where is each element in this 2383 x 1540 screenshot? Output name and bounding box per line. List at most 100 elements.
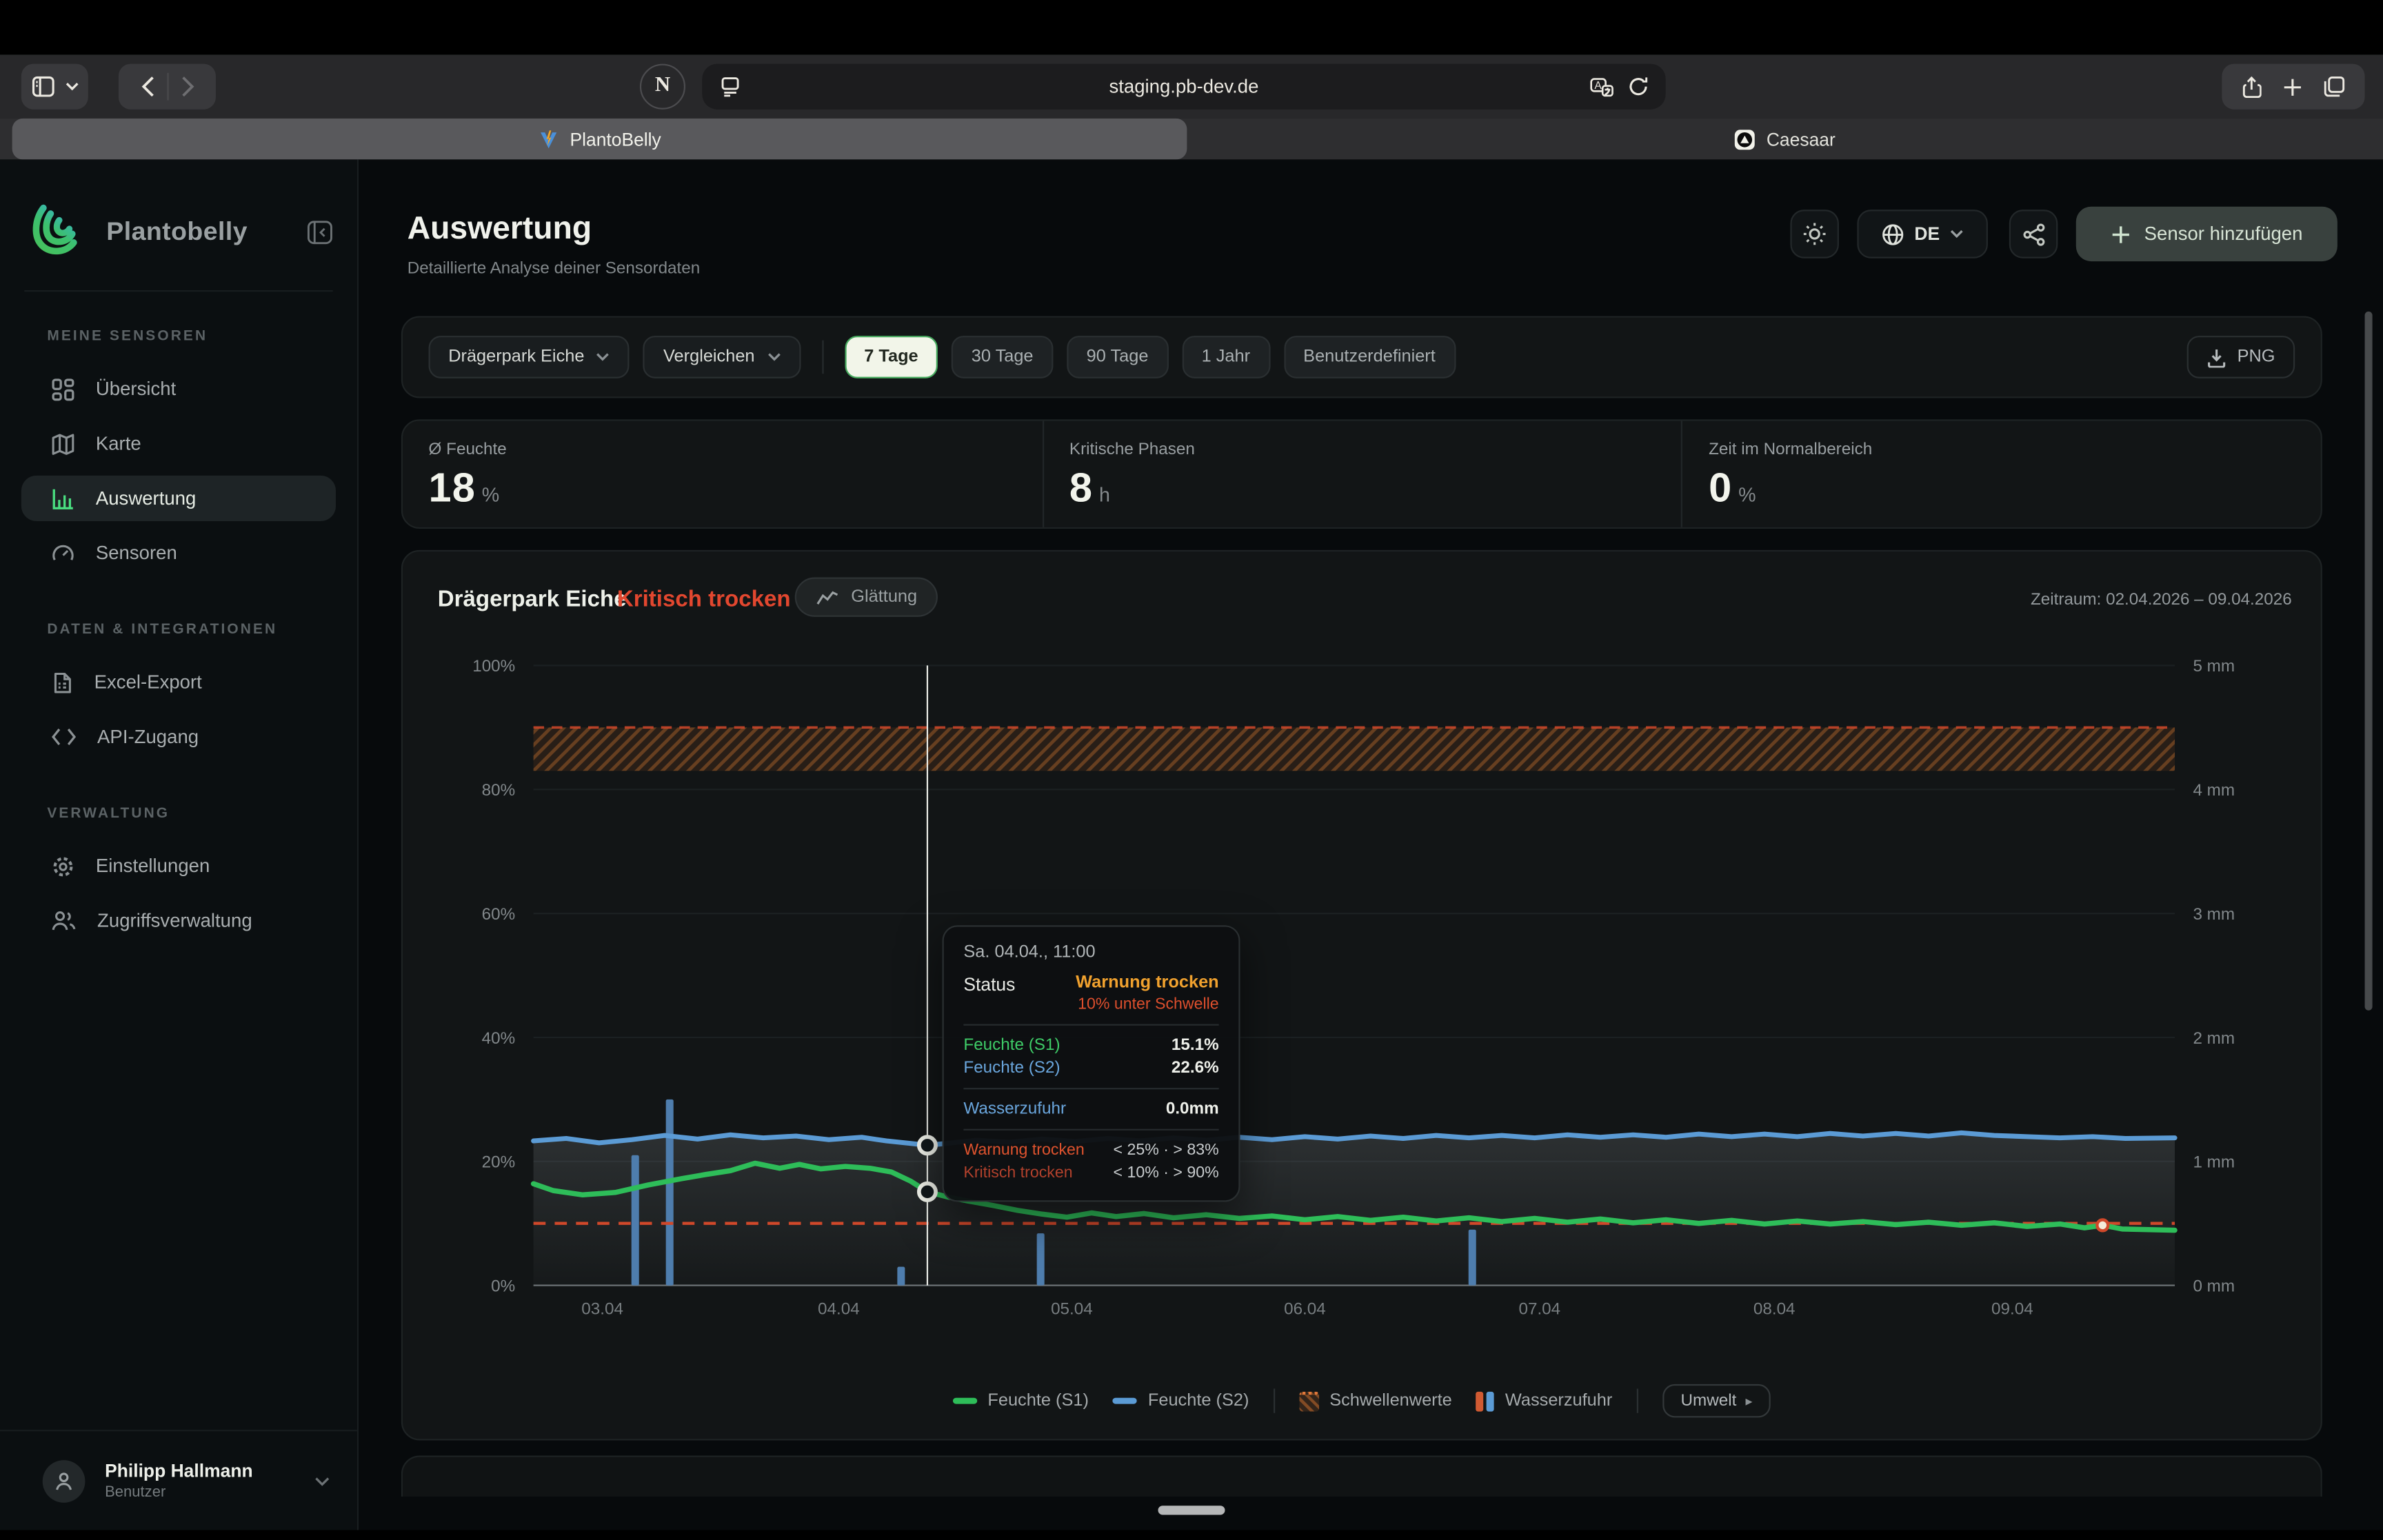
tooltip-status-value: Warnung trocken [1076,974,1218,992]
sidebar-item-sensoren[interactable]: Sensoren [21,530,336,576]
browser-toolbar: N staging.pb-dev.de A [0,54,2383,119]
sidebar-item-einstellungen[interactable]: Einstellungen [21,843,336,889]
sidebar-item-label: Übersicht [96,378,176,400]
users-icon [52,910,76,931]
page-title: Auswertung [408,211,592,247]
tab-caesaar[interactable]: Caesaar [1187,119,2383,160]
export-png-button[interactable]: PNG [2187,336,2295,378]
grid-icon [52,378,74,401]
tab-overview-icon[interactable] [2313,76,2356,97]
back-button[interactable] [128,76,166,97]
user-menu[interactable]: Philipp Hallmann Benutzer [0,1430,357,1530]
reload-icon[interactable] [1628,76,1649,97]
map-icon [52,432,74,455]
svg-text:0%: 0% [491,1277,515,1295]
range-7-tage[interactable]: 7 Tage [845,336,938,378]
chevron-down-icon [767,352,781,361]
sidebar-item-uebersicht[interactable]: Übersicht [21,366,336,412]
kpi-unit: % [1738,483,1756,506]
theme-toggle-button[interactable] [1790,210,1839,259]
kpi-normalbereich: Zeit im Normalbereich 0% [1681,421,2320,527]
translate-icon[interactable]: A [1589,77,1613,97]
tooltip-date: Sa. 04.04., 11:00 [963,944,1218,962]
language-selector[interactable]: DE [1857,210,1988,259]
divider [822,341,823,374]
sidebar-item-karte[interactable]: Karte [21,421,336,467]
svg-text:60%: 60% [482,905,516,924]
chart-status-badge: Kritisch trocken [617,587,791,612]
range-1-jahr[interactable]: 1 Jahr [1182,336,1270,378]
tab-label: Caesaar [1767,128,1836,150]
svg-text:4 mm: 4 mm [2193,781,2235,800]
chart-svg: 100%5 mm80%4 mm60%3 mm40%2 mm20%1 mm0%0 … [534,665,2175,1285]
sidebar-item-label: Einstellungen [96,855,210,877]
tooltip-s1-label: Feuchte (S1) [963,1036,1060,1054]
tooltip-crit-label: Kritisch trocken [963,1164,1072,1182]
kpi-label: Zeit im Normalbereich [1709,440,2320,458]
forward-button[interactable] [168,76,206,97]
s1-line-swatch [953,1398,977,1404]
filter-bar: Drägerpark Eiche Vergleichen 7 Tage 30 T… [401,316,2322,398]
svg-text:80%: 80% [482,781,516,800]
sidebar-item-zugriffsverwaltung[interactable]: Zugriffsverwaltung [21,898,336,944]
umwelt-dropdown[interactable]: Umwelt▸ [1662,1384,1771,1417]
sidebar-collapse-icon[interactable] [307,221,332,245]
main-content: Auswertung Detaillierte Analyse deiner S… [359,159,2383,1530]
share-icon[interactable] [2231,75,2273,98]
legend-wasserzufuhr[interactable]: Wasserzufuhr [1476,1391,1612,1411]
tab-plantobelly[interactable]: PlantoBelly [12,119,1187,160]
app-window: Plantobelly MEINE SENSOREN Übersicht Kar… [0,159,2383,1530]
new-tab-icon[interactable] [2272,77,2313,97]
user-role: Benutzer [105,1484,295,1501]
compare-select[interactable]: Vergleichen [643,336,800,378]
smoothing-toggle[interactable]: Glättung [795,578,938,617]
kpi-row: Ø Feuchte 18% Kritische Phasen 8h Zeit i… [401,419,2322,529]
divider [1274,1389,1275,1413]
tooltip-status-sub: 10% unter Schwelle [1076,995,1218,1013]
sidebar-item-excel-export[interactable]: Excel-Export [21,660,336,705]
svg-text:09.04: 09.04 [1991,1300,2033,1319]
share-button[interactable] [2009,210,2058,259]
url-bar[interactable]: staging.pb-dev.de A [702,64,1665,110]
sidebar-item-api-zugang[interactable]: API-Zugang [21,714,336,760]
svg-text:3 mm: 3 mm [2193,905,2235,924]
chart-plot-area[interactable]: 100%5 mm80%4 mm60%3 mm40%2 mm20%1 mm0%0 … [534,665,2175,1285]
range-30-tage[interactable]: 30 Tage [952,336,1053,378]
svg-text:5 mm: 5 mm [2193,657,2235,676]
add-sensor-button[interactable]: Sensor hinzufügen [2076,207,2337,261]
kpi-value: 18 [429,465,476,511]
tooltip-s1-value: 15.1% [1172,1036,1219,1054]
sensor-select[interactable]: Drägerpark Eiche [429,336,630,378]
threshold-swatch [1299,1391,1319,1411]
nav-button-group [119,64,216,110]
range-benutzerdefiniert[interactable]: Benutzerdefiniert [1284,336,1456,378]
sensor-select-value: Drägerpark Eiche [448,348,584,366]
menu-bar [0,0,2383,54]
chart-card: Drägerpark Eiche Kritisch trocken Glättu… [401,550,2322,1441]
range-90-tage[interactable]: 90 Tage [1067,336,1168,378]
chart-title: Drägerpark Eiche [438,587,627,612]
sidebar-item-label: API-Zugang [97,727,199,748]
scrollbar[interactable] [2365,312,2373,1011]
kpi-value: 0 [1709,465,1732,511]
s2-line-swatch [1113,1398,1137,1404]
section-label-verwaltung: VERWALTUNG [0,805,357,822]
sidebar-item-auswertung[interactable]: Auswertung [21,476,336,521]
svg-text:08.04: 08.04 [1753,1300,1796,1319]
legend-schwellenwerte[interactable]: Schwellenwerte [1299,1391,1452,1411]
notion-extension-button[interactable]: N [640,64,685,110]
tooltip-warn-value: < 25% · > 83% [1114,1141,1219,1159]
divider [963,1024,1218,1026]
tooltip-warn-label: Warnung trocken [963,1141,1084,1159]
chart-period: Zeitraum: 02.04.2026 – 09.04.2026 [2031,591,2292,609]
home-indicator[interactable] [1158,1506,1225,1514]
sidebar-toggle-button[interactable] [21,64,88,110]
legend-feuchte-s1[interactable]: Feuchte (S1) [953,1392,1089,1410]
trend-line-icon [816,589,839,605]
url-text[interactable]: staging.pb-dev.de [702,76,1665,97]
legend-label: Feuchte (S1) [987,1392,1089,1410]
legend-feuchte-s2[interactable]: Feuchte (S2) [1113,1392,1249,1410]
bottom-bezel [0,1530,2383,1540]
svg-text:20%: 20% [482,1153,516,1172]
kpi-value: 8 [1069,465,1093,511]
